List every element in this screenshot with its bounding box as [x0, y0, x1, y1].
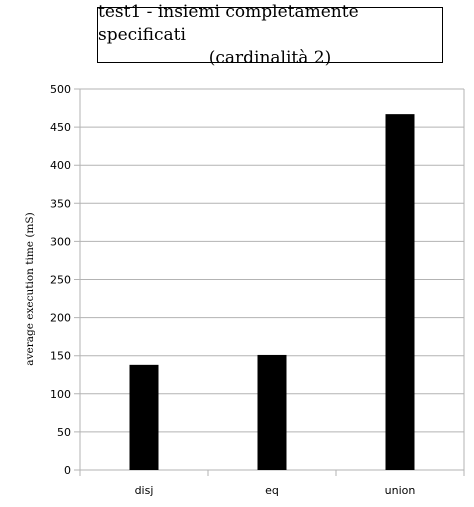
y-tick-label: 200	[50, 312, 71, 325]
bar-eq	[257, 354, 287, 470]
y-tick-label: 0	[64, 464, 71, 477]
bar-disj	[129, 364, 159, 470]
y-tick-label: 100	[50, 388, 71, 401]
y-axis-label: average execution time (mS)	[24, 212, 36, 365]
bar-union	[385, 114, 415, 470]
y-tick-label: 150	[50, 350, 71, 363]
y-tick-label: 450	[50, 121, 71, 134]
x-tick-label: union	[385, 484, 416, 497]
y-axis-ticks: 0 50 100 150 200 250 300 350 400 450 500	[50, 83, 71, 477]
y-tick-label: 300	[50, 235, 71, 248]
chart-title: test1 - insiemi completamente specificat…	[98, 1, 359, 45]
x-tick-label: eq	[265, 484, 279, 497]
chart-title-box: test1 - insiemi completamente specificat…	[97, 2, 443, 68]
y-tick-label: 250	[50, 274, 71, 287]
x-axis-ticks: disj eq union	[135, 484, 416, 497]
x-tick-label: disj	[135, 484, 154, 497]
chart-subtitle: (cardinalità 2)	[208, 47, 332, 68]
y-tick-label: 400	[50, 159, 71, 172]
bars	[129, 114, 415, 470]
y-tick-label: 50	[57, 426, 71, 439]
y-tick-label: 500	[50, 83, 71, 96]
y-tick-label: 350	[50, 197, 71, 210]
